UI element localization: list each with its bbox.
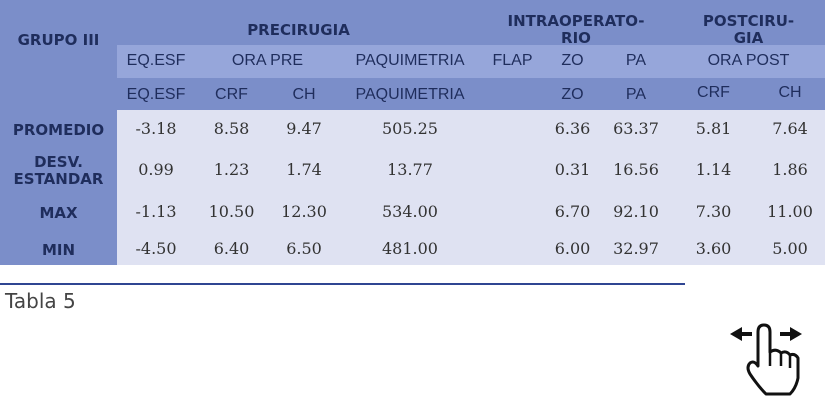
row-label: DESV. ESTANDAR xyxy=(0,148,117,194)
table-cell: 1.23 xyxy=(213,159,250,179)
table-cell: 505.25 xyxy=(382,118,438,138)
table-cell: 0.99 xyxy=(138,159,174,179)
table-cell: 7.64 xyxy=(772,118,808,138)
table-cell: 9.47 xyxy=(286,118,322,138)
group-header-line: GIA xyxy=(733,29,764,47)
group-header-line: POSTCIRU- xyxy=(702,12,795,30)
table-cell: -4.50 xyxy=(135,238,177,258)
column-header: PA xyxy=(625,85,647,103)
caption: Tabla 5 xyxy=(5,289,76,313)
subgroup-header: ZO xyxy=(561,51,584,69)
table-cell: 10.50 xyxy=(208,201,255,221)
table-cell: 63.37 xyxy=(613,118,659,138)
table-cell: 6.36 xyxy=(554,118,591,138)
row-label: MIN xyxy=(0,232,117,268)
column-header: CH xyxy=(292,85,316,103)
column-header: EQ.ESF xyxy=(126,85,186,103)
table-cell: 534.00 xyxy=(382,201,438,221)
column-header: ZO xyxy=(561,85,584,103)
table-cell: 1.86 xyxy=(772,159,808,179)
table-cell: 13.77 xyxy=(387,159,433,179)
table-cell: 0.31 xyxy=(554,159,591,179)
column-header: CH xyxy=(778,83,802,101)
table-cell: 12.30 xyxy=(281,201,327,221)
table-cell: 1.74 xyxy=(286,159,322,179)
header-band xyxy=(0,0,825,45)
group-label: GRUPO III xyxy=(17,30,100,49)
table-cell: 8.58 xyxy=(213,118,250,138)
row-label-line: MIN xyxy=(41,240,76,259)
table-cell: 481.00 xyxy=(382,238,438,258)
group-header: POSTCIRU- GIA xyxy=(672,4,825,56)
table-cell: 5.00 xyxy=(772,238,808,258)
group-header: INTRAOPERATO- RIO xyxy=(480,4,672,56)
column-band xyxy=(117,78,825,110)
table-cell: 6.00 xyxy=(554,238,591,258)
table-cell: -3.18 xyxy=(135,118,177,138)
group-header-line: INTRAOPERATO- xyxy=(507,12,645,30)
row-label-line: PROMEDIO xyxy=(12,120,105,139)
row-label: MAX xyxy=(0,192,117,234)
table-cell: 6.50 xyxy=(286,238,322,258)
swipe-hand-icon xyxy=(730,323,802,396)
divider xyxy=(0,283,685,285)
label-column xyxy=(0,45,117,265)
group-header: PRECIRUGIA xyxy=(117,4,480,56)
table-cell: 11.00 xyxy=(767,201,813,221)
table-cell: 32.97 xyxy=(613,238,659,258)
subgroup-header: PAQUIMETRIA xyxy=(355,51,465,69)
row-label-line: DESV. xyxy=(34,153,83,171)
subgroup-header: EQ.ESF xyxy=(126,51,186,69)
table-cell: 3.60 xyxy=(695,238,732,258)
row-label: PROMEDIO xyxy=(0,110,117,150)
table-cell: -1.13 xyxy=(135,201,177,221)
row-label-line: MAX xyxy=(39,203,78,222)
subgroup-header: PA xyxy=(625,51,647,69)
table-cell: 6.70 xyxy=(554,201,591,221)
column-header: PAQUIMETRIA xyxy=(355,85,465,103)
subgroup-header: FLAP xyxy=(492,51,533,69)
column-header: CRF xyxy=(697,83,730,101)
row-label-line: ESTANDAR xyxy=(13,170,104,188)
column-header: CRF xyxy=(215,85,248,103)
group-header-line: RIO xyxy=(561,29,591,47)
table-cell: 16.56 xyxy=(613,159,659,179)
body-band xyxy=(117,110,825,265)
table-cell: 1.14 xyxy=(695,159,732,179)
table-cell: 6.40 xyxy=(213,238,250,258)
subgroup-header: ORA POST xyxy=(707,51,790,69)
table-cell: 5.81 xyxy=(695,118,732,138)
table-cell: 7.30 xyxy=(695,201,732,221)
subheader-band xyxy=(117,45,825,78)
table-cell: 92.10 xyxy=(613,201,659,221)
subgroup-header: ORA PRE xyxy=(231,51,304,69)
group-header-line: PRECIRUGIA xyxy=(247,20,350,39)
